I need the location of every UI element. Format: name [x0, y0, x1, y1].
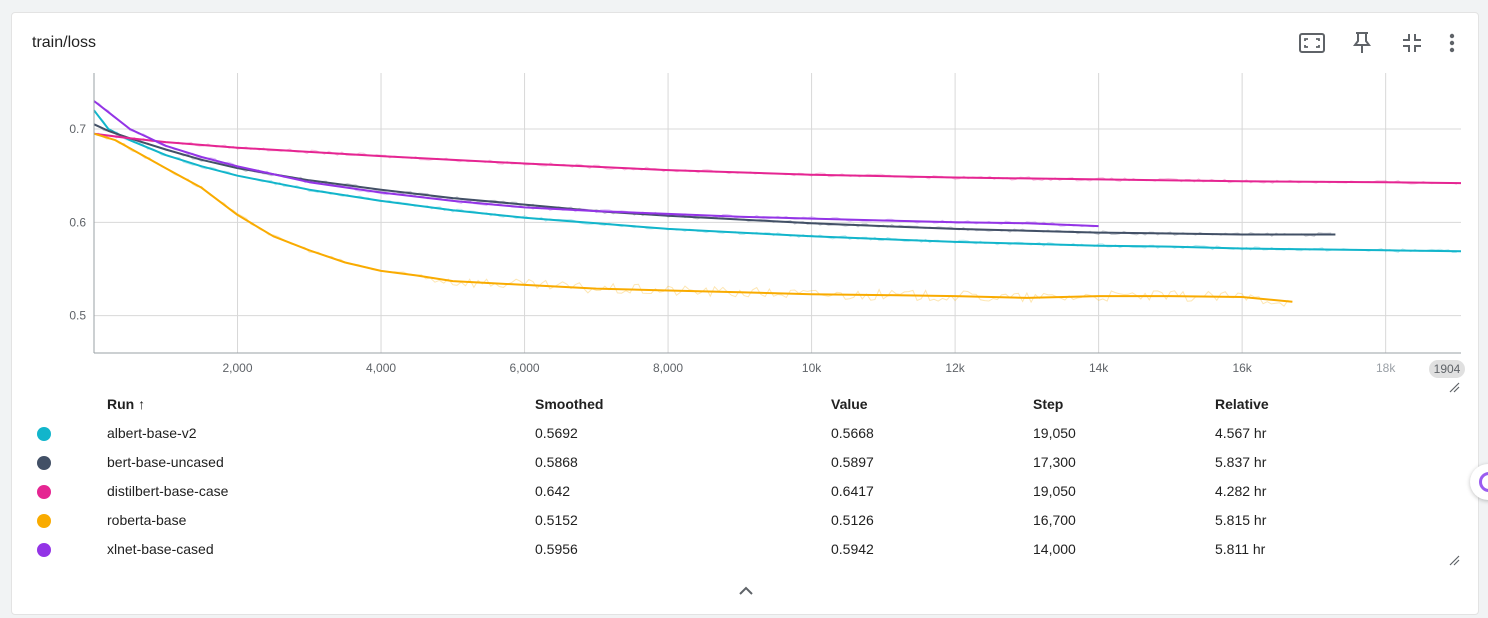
relative-time: 5.815 hr: [1215, 512, 1267, 528]
run-color-dot: [37, 543, 51, 557]
run-color-dot: [37, 427, 51, 441]
x-tick-label: 14k: [1089, 361, 1109, 375]
step-value: 17,300: [1033, 454, 1076, 470]
more-options-button[interactable]: [1440, 29, 1464, 57]
x-tick-label: 6,000: [510, 361, 540, 375]
step-value: 14,000: [1033, 541, 1076, 557]
smoothed-value: 0.5692: [535, 425, 578, 441]
resize-icon: [1449, 555, 1460, 566]
y-tick-label: 0.7: [69, 122, 86, 136]
header-relative[interactable]: Relative: [1215, 396, 1269, 412]
collapse-table-button[interactable]: [734, 583, 758, 599]
fit-domain-button[interactable]: [1398, 29, 1426, 57]
series-line-distilbert-base-case[interactable]: [93, 132, 1462, 185]
chevron-up-icon: [739, 586, 753, 595]
raw-value: 0.5668: [831, 425, 874, 441]
run-name: albert-base-v2: [107, 425, 197, 441]
step-value: 16,700: [1033, 512, 1076, 528]
table-header: Run ↑ Smoothed Value Step Relative: [12, 396, 1480, 425]
header-smoothed[interactable]: Smoothed: [535, 396, 604, 412]
header-step[interactable]: Step: [1033, 396, 1064, 412]
x-axis-end-pill: [1429, 360, 1465, 378]
runs-table: Run ↑ Smoothed Value Step Relative alber…: [12, 396, 1480, 570]
raw-value: 0.6417: [831, 483, 874, 499]
x-tick-label: 4,000: [366, 361, 396, 375]
relative-time: 5.811 hr: [1215, 541, 1266, 557]
run-name: roberta-base: [107, 512, 187, 528]
series-raw-xlnet-base-cased: [93, 101, 1095, 228]
x-tick-label: 2,000: [223, 361, 253, 375]
step-value: 19,050: [1033, 425, 1076, 441]
run-color-dot: [37, 456, 51, 470]
run-color-dot: [37, 485, 51, 499]
table-resize-handle[interactable]: [1448, 553, 1460, 566]
chart-title: train/loss: [32, 34, 97, 51]
series-raw-roberta-base: [93, 133, 1289, 307]
relative-time: 5.837 hr: [1215, 454, 1267, 470]
run-name: bert-base-uncased: [107, 454, 224, 470]
x-tick-label: 18k: [1376, 361, 1396, 375]
run-color-dot: [37, 514, 51, 528]
resize-icon: [1449, 382, 1460, 393]
run-name: distilbert-base-case: [107, 483, 229, 499]
relative-time: 4.567 hr: [1215, 425, 1267, 441]
more-vert-icon: [1449, 33, 1455, 53]
series-line-albert-base-v2[interactable]: [93, 109, 1462, 253]
x-tick-label: 10k: [802, 361, 822, 375]
table-row[interactable]: xlnet-base-cased 0.5956 0.5942 14,000 5.…: [12, 541, 1480, 570]
line-chart[interactable]: 2,000 4,000 6,000 8,000 10k 12k 14k 16k 18k 0.5 0.…: [12, 13, 1478, 398]
chart-resize-handle[interactable]: [1448, 380, 1460, 393]
pin-button[interactable]: [1348, 29, 1376, 57]
raw-value: 0.5942: [831, 541, 874, 557]
side-panel-toggle[interactable]: [1470, 464, 1488, 500]
table-row[interactable]: distilbert-base-case 0.642 0.6417 19,050…: [12, 483, 1480, 512]
smoothed-value: 0.5868: [535, 454, 578, 470]
step-value: 19,050: [1033, 483, 1076, 499]
fullscreen-icon: [1299, 33, 1325, 53]
run-name: xlnet-base-cased: [107, 541, 214, 557]
table-row[interactable]: albert-base-v2 0.5692 0.5668 19,050 4.56…: [12, 425, 1480, 454]
x-tick-label: 12k: [945, 361, 965, 375]
x-tick-label: 16k: [1232, 361, 1252, 375]
chart-card: train/loss: [11, 12, 1479, 615]
y-tick-label: 0.6: [69, 215, 86, 229]
x-axis-end-text: 1904: [1434, 362, 1461, 376]
pin-icon: [1353, 32, 1371, 53]
ring-icon: [1479, 472, 1488, 492]
x-tick-label: 8,000: [653, 361, 683, 375]
series-raw-distilbert-base-case: [93, 132, 1457, 185]
smoothed-value: 0.5152: [535, 512, 578, 528]
table-row[interactable]: roberta-base 0.5152 0.5126 16,700 5.815 …: [12, 512, 1480, 541]
series-line-roberta-base[interactable]: [93, 132, 1293, 303]
smoothed-value: 0.5956: [535, 541, 578, 557]
fullscreen-button[interactable]: [1298, 29, 1326, 57]
table-row[interactable]: bert-base-uncased 0.5868 0.5897 17,300 5…: [12, 454, 1480, 483]
relative-time: 4.282 hr: [1215, 483, 1267, 499]
y-tick-label: 0.5: [69, 309, 86, 323]
header-value[interactable]: Value: [831, 396, 868, 412]
x-axis-end-label: 1904: [1429, 360, 1465, 378]
fit-domain-icon: [1403, 34, 1421, 52]
header-run[interactable]: Run ↑: [107, 396, 146, 412]
smoothed-value: 0.642: [535, 483, 571, 499]
series-line-xlnet-base-cased[interactable]: [93, 100, 1099, 228]
raw-value: 0.5126: [831, 512, 874, 528]
raw-value: 0.5897: [831, 454, 874, 470]
